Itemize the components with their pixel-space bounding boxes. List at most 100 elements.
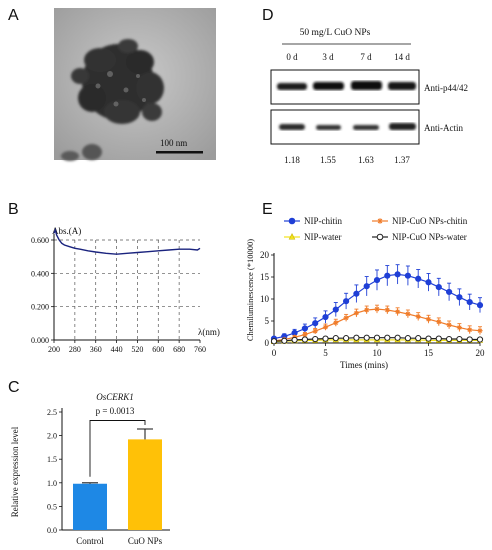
data-point (288, 233, 296, 240)
x-tick-label: 200 (48, 345, 60, 354)
data-point (353, 310, 359, 316)
gene-title: OsCERK1 (96, 392, 134, 402)
blot-actin (270, 109, 420, 145)
legend-label: NIP-chitin (304, 216, 342, 226)
data-point (394, 271, 401, 278)
data-point (363, 334, 370, 341)
legend-label: NIP-water (304, 232, 342, 242)
data-point (332, 306, 339, 313)
data-point (353, 290, 360, 297)
data-point (435, 335, 442, 342)
y-tick-label: 1.0 (47, 479, 57, 488)
x-tick-label: CuO NPs (128, 536, 163, 546)
data-point (301, 336, 308, 343)
time-label: 7 d (360, 52, 372, 62)
x-tick-label: 600 (152, 345, 164, 354)
data-point (384, 307, 390, 313)
data-point (302, 332, 308, 338)
y-tick-label: 1.5 (47, 455, 57, 464)
spectrum-chart: 0.000 0.200 0.400 0.600 200 280 360 440 520 600 68… (31, 227, 206, 354)
panel-letter-c: C (8, 379, 20, 396)
y-tick-label: 2.0 (47, 432, 57, 441)
pvalue-label: p = 0.0013 (96, 406, 135, 416)
expression-bar-chart: 0.0 0.5 1.0 1.5 2.0 2.5 Control CuO NPs (47, 408, 170, 546)
data-point (270, 338, 278, 345)
scale-bar (156, 151, 203, 154)
data-point (456, 335, 463, 343)
data-point (446, 335, 453, 343)
treatment-label: 50 mg/L CuO NPs (300, 28, 371, 38)
data-point (384, 272, 391, 279)
blot-p44-42 (270, 69, 420, 105)
data-point (405, 311, 411, 317)
data-point (477, 328, 483, 334)
y-tick-label: 0.400 (31, 269, 49, 278)
y-unit-label-b: Abs.(A) (52, 226, 81, 236)
y-tick-label: 10 (260, 294, 270, 304)
y-tick-label: 0.000 (31, 336, 49, 345)
x-tick-label: 760 (194, 345, 206, 354)
panel-letter-b: B (8, 201, 19, 218)
series-nip-cuo-nps-water (270, 334, 484, 345)
data-point (343, 315, 349, 321)
x-unit-label-b: λ(nm) (198, 327, 220, 337)
panel-letter-d: D (262, 7, 274, 24)
significance-bracket (89, 420, 146, 477)
y-tick-label: 5 (265, 316, 270, 326)
data-point (312, 328, 318, 334)
panel-letter-e: E (262, 201, 273, 218)
data-point (291, 336, 298, 344)
legend-label: NIP-CuO NPs-water (392, 232, 467, 242)
data-point (446, 322, 452, 328)
x-tick-label: 5 (323, 348, 328, 358)
bar (128, 439, 162, 530)
x-tick-label: 20 (476, 348, 486, 358)
data-point (322, 313, 329, 321)
data-point (332, 335, 339, 342)
data-point (312, 335, 319, 343)
data-point (363, 283, 370, 290)
y-tick-label: 2.5 (47, 408, 57, 417)
data-point (446, 288, 453, 296)
time-label: 14 d (394, 52, 410, 62)
y-axis-title-e: Chemiluminescence (*10000) (245, 239, 255, 341)
band-ratio: 1.55 (320, 155, 336, 165)
data-point (435, 284, 442, 291)
data-point (333, 320, 339, 326)
data-point (301, 325, 308, 332)
x-tick-label: Control (76, 536, 104, 546)
row-label-p44-42: Anti-p44/42 (424, 83, 468, 93)
legend-label: NIP-CuO NPs-chitin (392, 216, 468, 226)
row-label-actin: Anti-Actin (424, 123, 463, 133)
data-point (374, 306, 380, 312)
data-point (376, 233, 384, 241)
data-point (415, 314, 421, 320)
x-tick-label: 680 (173, 345, 185, 354)
x-tick-label: 10 (373, 348, 383, 358)
data-point (364, 307, 370, 313)
data-point (394, 334, 401, 341)
data-point (343, 298, 350, 305)
y-tick-label: 0.600 (31, 236, 49, 245)
data-point (395, 309, 401, 315)
legend-item: NIP-CuO NPs-water (372, 232, 467, 242)
data-point (312, 320, 319, 327)
bar (73, 483, 107, 530)
data-point (456, 294, 463, 301)
legend-item: NIP-water (284, 232, 342, 242)
band-ratio: 1.18 (284, 155, 300, 165)
data-point (288, 217, 296, 225)
x-tick-label: 280 (69, 345, 81, 354)
data-point (373, 276, 381, 284)
data-point (425, 335, 432, 342)
series-nip-chitin (270, 264, 484, 342)
y-axis-title-c: Relative expression level (10, 426, 20, 517)
data-point (415, 275, 422, 282)
time-label: 0 d (286, 52, 298, 62)
y-tick-label: 15 (260, 272, 270, 282)
data-point (322, 335, 329, 342)
data-point (353, 334, 360, 341)
legend-item: NIP-chitin (284, 216, 342, 226)
data-point (456, 325, 462, 331)
data-point (373, 334, 381, 341)
